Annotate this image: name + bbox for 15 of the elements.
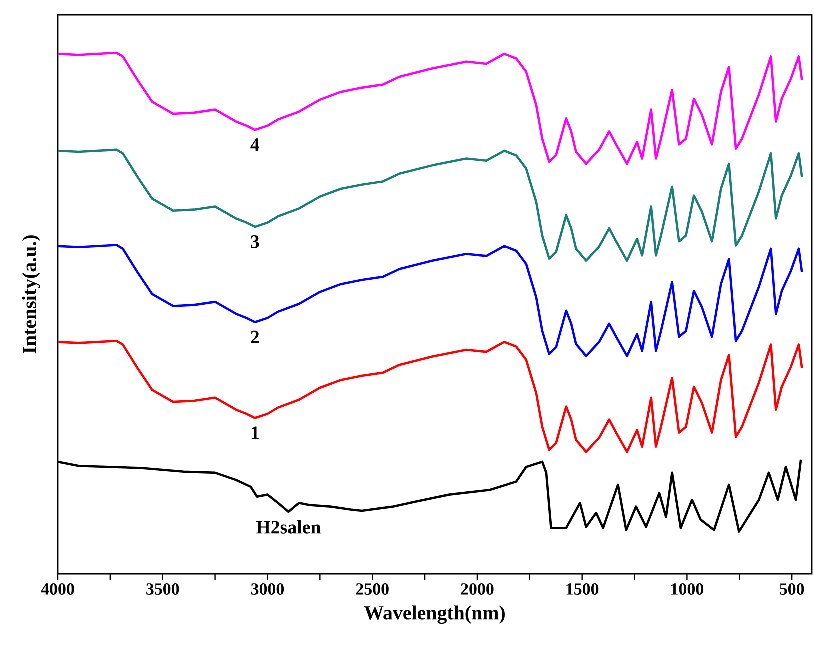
y-axis-title: Intensity(a.u.) — [22, 236, 40, 354]
series-label: 2 — [251, 330, 260, 344]
x-axis-title: Wavelength(nm) — [364, 606, 505, 624]
x-tick-label: 1000 — [672, 584, 704, 595]
series-label: 4 — [250, 138, 260, 152]
x-tick-label: 2500 — [356, 584, 389, 595]
x-tick-label: 3000 — [251, 584, 284, 595]
series-label: H2salen — [256, 520, 322, 534]
x-tick-label: 500 — [780, 584, 804, 595]
series-label: 1 — [252, 426, 259, 440]
x-tick-label: 4000 — [41, 584, 74, 595]
x-tick-label: 3500 — [146, 584, 180, 595]
x-tick-label: 1500 — [566, 584, 599, 595]
x-tick-label: 2000 — [461, 584, 494, 595]
series-label: 3 — [251, 236, 260, 248]
